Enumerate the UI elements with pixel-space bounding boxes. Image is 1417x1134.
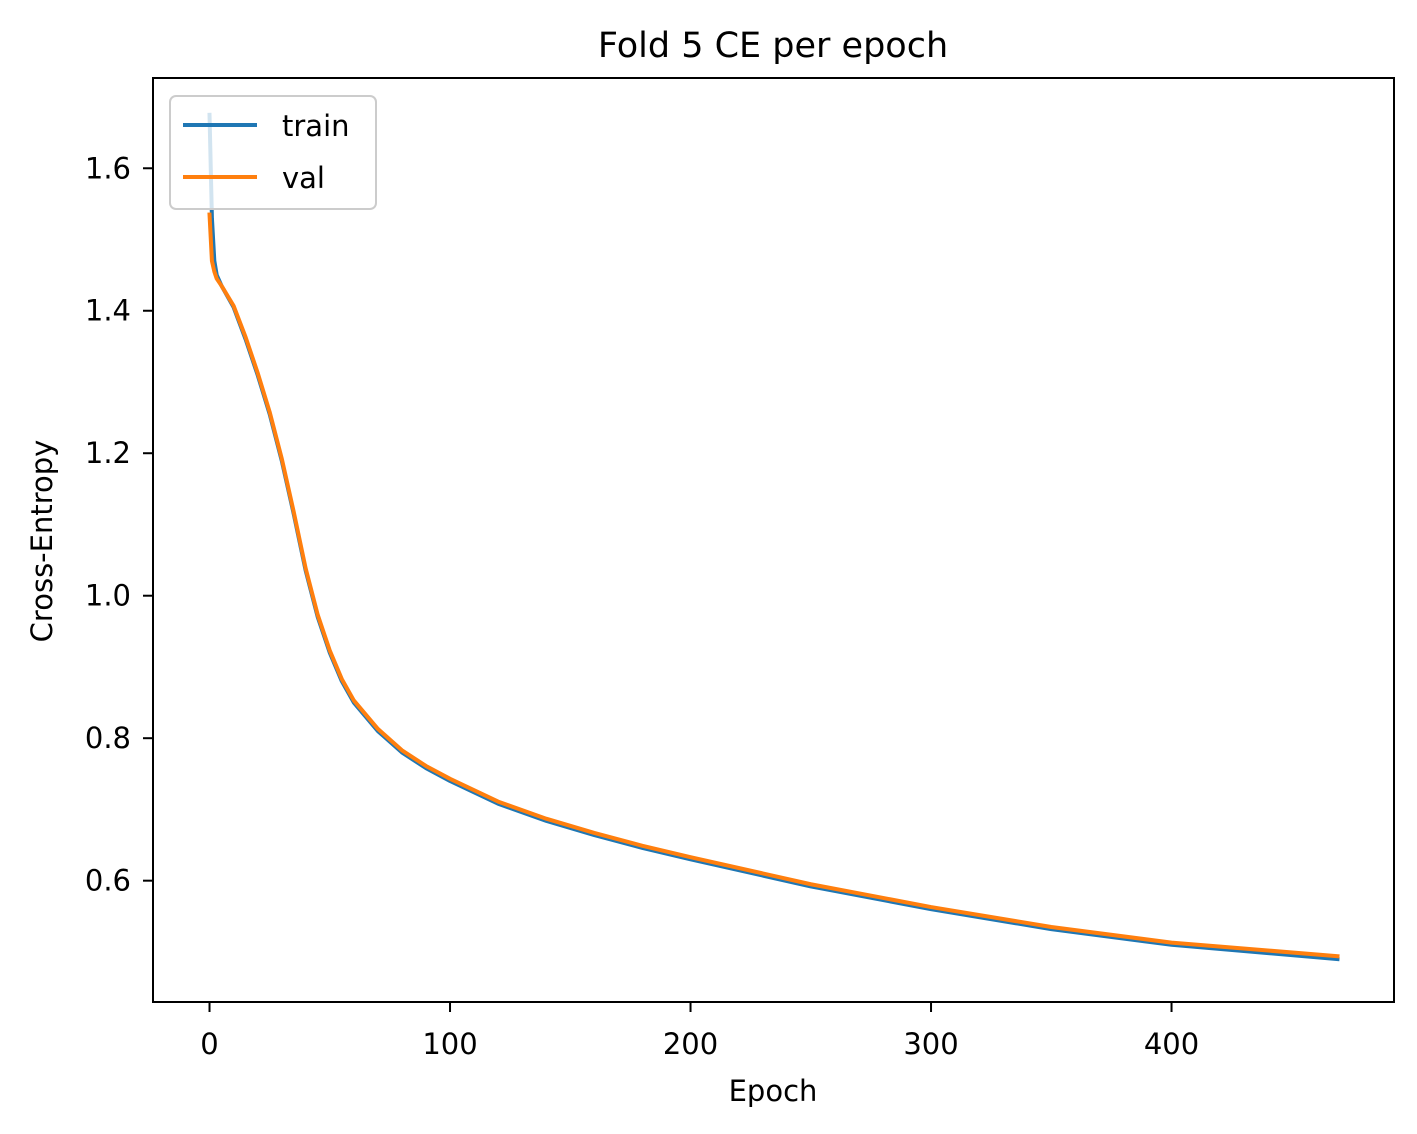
ticks-layer: 0 100 200 300 400 0.6 0.8 1.0 1.2 1.4 1.6 xyxy=(85,151,1199,1061)
legend: train val xyxy=(169,95,377,210)
x-tick-label: 200 xyxy=(663,1027,718,1061)
plot-frame xyxy=(152,77,1395,1003)
legend-label-val: val xyxy=(282,161,325,195)
y-tick-label: 1.0 xyxy=(85,579,131,613)
y-tick-label: 0.6 xyxy=(85,864,131,898)
y-axis-label: Cross-Entropy xyxy=(25,440,59,643)
x-axis-label: Epoch xyxy=(729,1074,818,1108)
x-tick-label: 100 xyxy=(422,1027,477,1061)
chart-title: Fold 5 CE per epoch xyxy=(598,26,948,66)
x-tick-label: 400 xyxy=(1144,1027,1199,1061)
series-line-val xyxy=(207,212,1340,959)
y-tick-label: 1.6 xyxy=(85,151,131,185)
series-layer xyxy=(207,112,1340,962)
y-tick-label: 0.8 xyxy=(85,721,131,755)
y-tick-label: 1.2 xyxy=(85,436,131,470)
x-tick-label: 0 xyxy=(200,1027,218,1061)
x-tick-label: 300 xyxy=(903,1027,958,1061)
y-tick-label: 1.4 xyxy=(85,294,131,328)
legend-label-train: train xyxy=(282,109,350,143)
